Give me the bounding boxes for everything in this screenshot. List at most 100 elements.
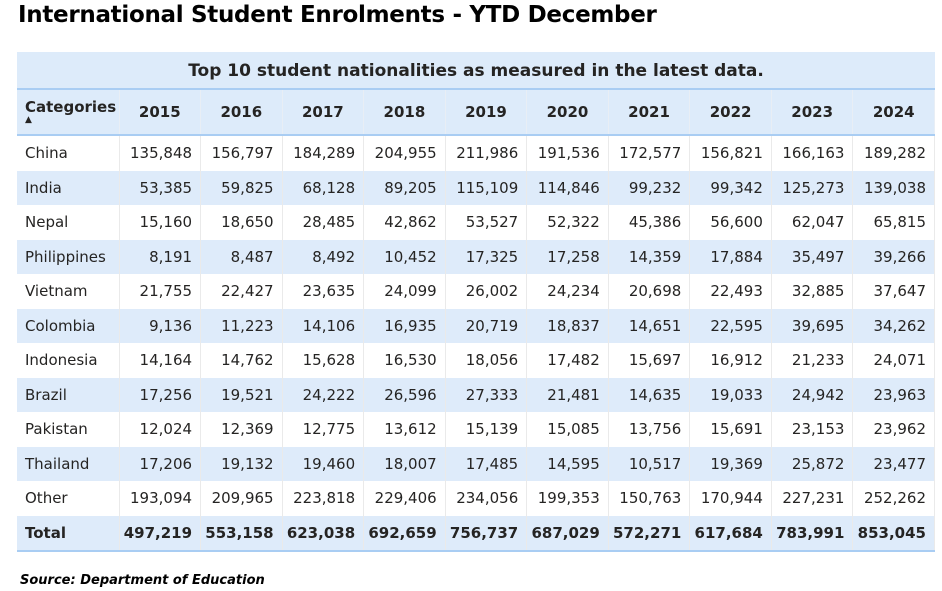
cell-value: 166,163	[771, 135, 854, 171]
column-header-2023[interactable]: 2023	[771, 90, 854, 136]
cell-value: 21,233	[771, 343, 854, 378]
cell-value: 114,846	[526, 170, 609, 205]
cell-value: 34,262	[852, 308, 935, 343]
column-header-2018[interactable]: 2018	[363, 90, 446, 136]
cell-value: 18,837	[526, 308, 609, 343]
cell-value: 17,482	[526, 343, 609, 378]
row-label: Pakistan	[17, 412, 120, 447]
cell-value: 13,612	[363, 412, 446, 447]
cell-value: 572,271	[608, 515, 691, 552]
table-row: Philippines 8,191 8,487 8,492 10,452 17,325 17…	[17, 239, 935, 274]
row-label: Indonesia	[17, 343, 120, 378]
column-header-categories[interactable]: Categories ▲	[17, 90, 120, 136]
cell-value: 8,191	[119, 239, 202, 274]
cell-value: 184,289	[282, 135, 365, 171]
page-title: International Student Enrolments - YTD D…	[18, 2, 657, 28]
cell-value: 229,406	[363, 481, 446, 516]
row-label: China	[17, 135, 120, 171]
cell-value: 24,099	[363, 274, 446, 309]
column-header-2016[interactable]: 2016	[200, 90, 283, 136]
cell-value: 22,595	[689, 308, 772, 343]
row-label: Brazil	[17, 377, 120, 412]
cell-value: 99,342	[689, 170, 772, 205]
cell-value: 23,635	[282, 274, 365, 309]
cell-value: 17,485	[445, 446, 528, 481]
cell-value: 139,038	[852, 170, 935, 205]
table-row: Pakistan 12,024 12,369 12,775 13,612 15,139 15…	[17, 412, 935, 447]
header-row: Categories ▲ 2015 2016 2017 2018 2019 2020 202…	[17, 90, 935, 136]
table-row: Vietnam 21,755 22,427 23,635 24,099 26,002 24,…	[17, 274, 935, 309]
cell-value: 65,815	[852, 205, 935, 240]
column-header-2019[interactable]: 2019	[445, 90, 528, 136]
cell-value: 692,659	[363, 515, 446, 552]
row-label: Other	[17, 481, 120, 516]
cell-value: 18,056	[445, 343, 528, 378]
cell-value: 156,797	[200, 135, 283, 171]
cell-value: 27,333	[445, 377, 528, 412]
column-header-2015[interactable]: 2015	[119, 90, 202, 136]
cell-value: 13,756	[608, 412, 691, 447]
cell-value: 24,234	[526, 274, 609, 309]
cell-value: 23,153	[771, 412, 854, 447]
table-row: Nepal 15,160 18,650 28,485 42,862 53,527 52,32…	[17, 205, 935, 240]
cell-value: 26,002	[445, 274, 528, 309]
cell-value: 62,047	[771, 205, 854, 240]
cell-value: 15,628	[282, 343, 365, 378]
column-header-2017[interactable]: 2017	[282, 90, 365, 136]
sort-ascending-icon[interactable]: ▲	[25, 115, 32, 125]
cell-value: 17,206	[119, 446, 202, 481]
cell-value: 8,492	[282, 239, 365, 274]
cell-value: 189,282	[852, 135, 935, 171]
cell-value: 12,775	[282, 412, 365, 447]
cell-value: 14,762	[200, 343, 283, 378]
cell-value: 15,139	[445, 412, 528, 447]
cell-value: 19,521	[200, 377, 283, 412]
cell-value: 22,427	[200, 274, 283, 309]
table-row: India 53,385 59,825 68,128 89,205 115,109 114,…	[17, 170, 935, 205]
cell-value: 135,848	[119, 135, 202, 171]
cell-value: 17,884	[689, 239, 772, 274]
row-label: India	[17, 170, 120, 205]
row-label: Nepal	[17, 205, 120, 240]
cell-value: 14,635	[608, 377, 691, 412]
cell-value: 15,085	[526, 412, 609, 447]
column-header-2020[interactable]: 2020	[526, 90, 609, 136]
cell-value: 115,109	[445, 170, 528, 205]
cell-value: 35,497	[771, 239, 854, 274]
cell-value: 16,912	[689, 343, 772, 378]
table-row: China 135,848 156,797 184,289 204,955 211,986…	[17, 135, 935, 171]
row-label: Vietnam	[17, 274, 120, 309]
cell-value: 193,094	[119, 481, 202, 516]
cell-value: 14,164	[119, 343, 202, 378]
table-row: Colombia 9,136 11,223 14,106 16,935 20,719 18,…	[17, 308, 935, 343]
column-header-2021[interactable]: 2021	[608, 90, 691, 136]
cell-value: 26,596	[363, 377, 446, 412]
cell-value: 12,024	[119, 412, 202, 447]
column-header-2024[interactable]: 2024	[852, 90, 935, 136]
cell-value: 14,359	[608, 239, 691, 274]
cell-value: 12,369	[200, 412, 283, 447]
cell-value: 52,322	[526, 205, 609, 240]
cell-value: 24,942	[771, 377, 854, 412]
cell-value: 9,136	[119, 308, 202, 343]
cell-value: 17,256	[119, 377, 202, 412]
cell-value: 23,962	[852, 412, 935, 447]
cell-value: 19,369	[689, 446, 772, 481]
column-header-2022[interactable]: 2022	[689, 90, 772, 136]
cell-value: 252,262	[852, 481, 935, 516]
cell-value: 10,517	[608, 446, 691, 481]
cell-value: 234,056	[445, 481, 528, 516]
cell-value: 204,955	[363, 135, 446, 171]
cell-value: 209,965	[200, 481, 283, 516]
cell-value: 89,205	[363, 170, 446, 205]
cell-value: 191,536	[526, 135, 609, 171]
table-row: Thailand 17,206 19,132 19,460 18,007 17,485 14…	[17, 446, 935, 481]
cell-value: 17,325	[445, 239, 528, 274]
cell-value: 20,719	[445, 308, 528, 343]
cell-value: 59,825	[200, 170, 283, 205]
cell-value: 39,695	[771, 308, 854, 343]
cell-value: 10,452	[363, 239, 446, 274]
cell-value: 45,386	[608, 205, 691, 240]
cell-value: 68,128	[282, 170, 365, 205]
cell-value: 16,530	[363, 343, 446, 378]
